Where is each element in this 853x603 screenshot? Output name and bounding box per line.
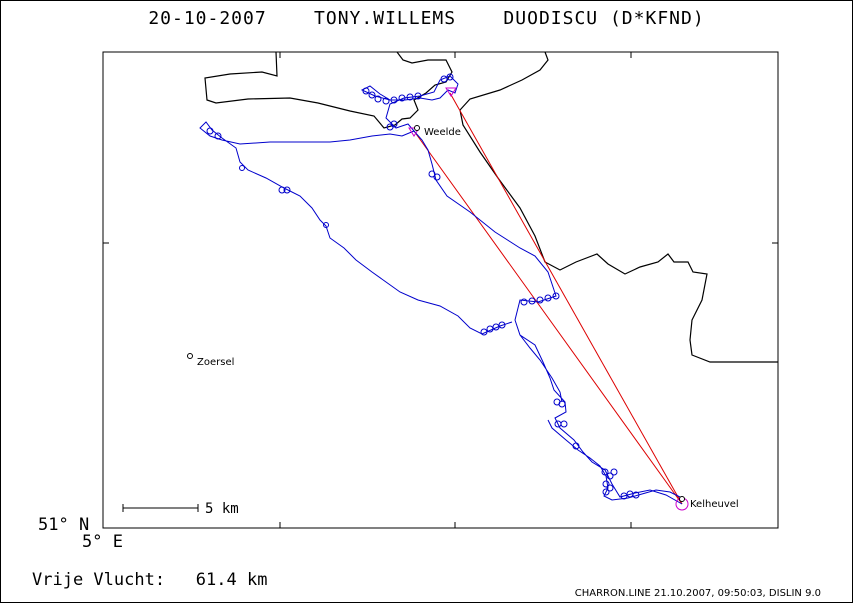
footer-credit: CHARRON.LINE 21.10.2007, 09:50:03, DISLI…	[574, 588, 821, 599]
label-zoersel: Zoersel	[197, 357, 234, 368]
marker-zoersel	[187, 353, 193, 359]
label-kelheuvel: Kelheuvel	[690, 499, 739, 510]
place-markers	[187, 125, 685, 502]
axis-ticks	[103, 52, 778, 528]
marker-kelheuvel	[679, 496, 685, 502]
border-line	[204, 51, 453, 129]
scale-label: 5 km	[205, 501, 239, 517]
task-lines	[413, 92, 683, 505]
flight-track	[199, 75, 683, 505]
scale-bar	[122, 504, 199, 512]
page-title: 20-10-2007 TONY.WILLEMS DUODISCU (D*KFND…	[148, 8, 705, 29]
border-line-east	[459, 51, 778, 363]
distance-readout: Vrije Vlucht: 61.4 km	[32, 570, 267, 590]
distance-value: 61.4 km	[195, 570, 268, 590]
turnpoint-north	[445, 87, 457, 97]
label-weelde: Weelde	[424, 127, 461, 138]
longitude-label: 5° E	[82, 532, 123, 552]
latitude-label: 51° N	[38, 515, 90, 535]
thermal-circles	[206, 73, 640, 500]
distance-label: Vrije Vlucht:	[32, 570, 166, 590]
map-frame	[102, 51, 779, 529]
place-labels: Weelde Zoersel Kelheuvel	[197, 127, 739, 510]
marker-weelde	[414, 125, 420, 131]
